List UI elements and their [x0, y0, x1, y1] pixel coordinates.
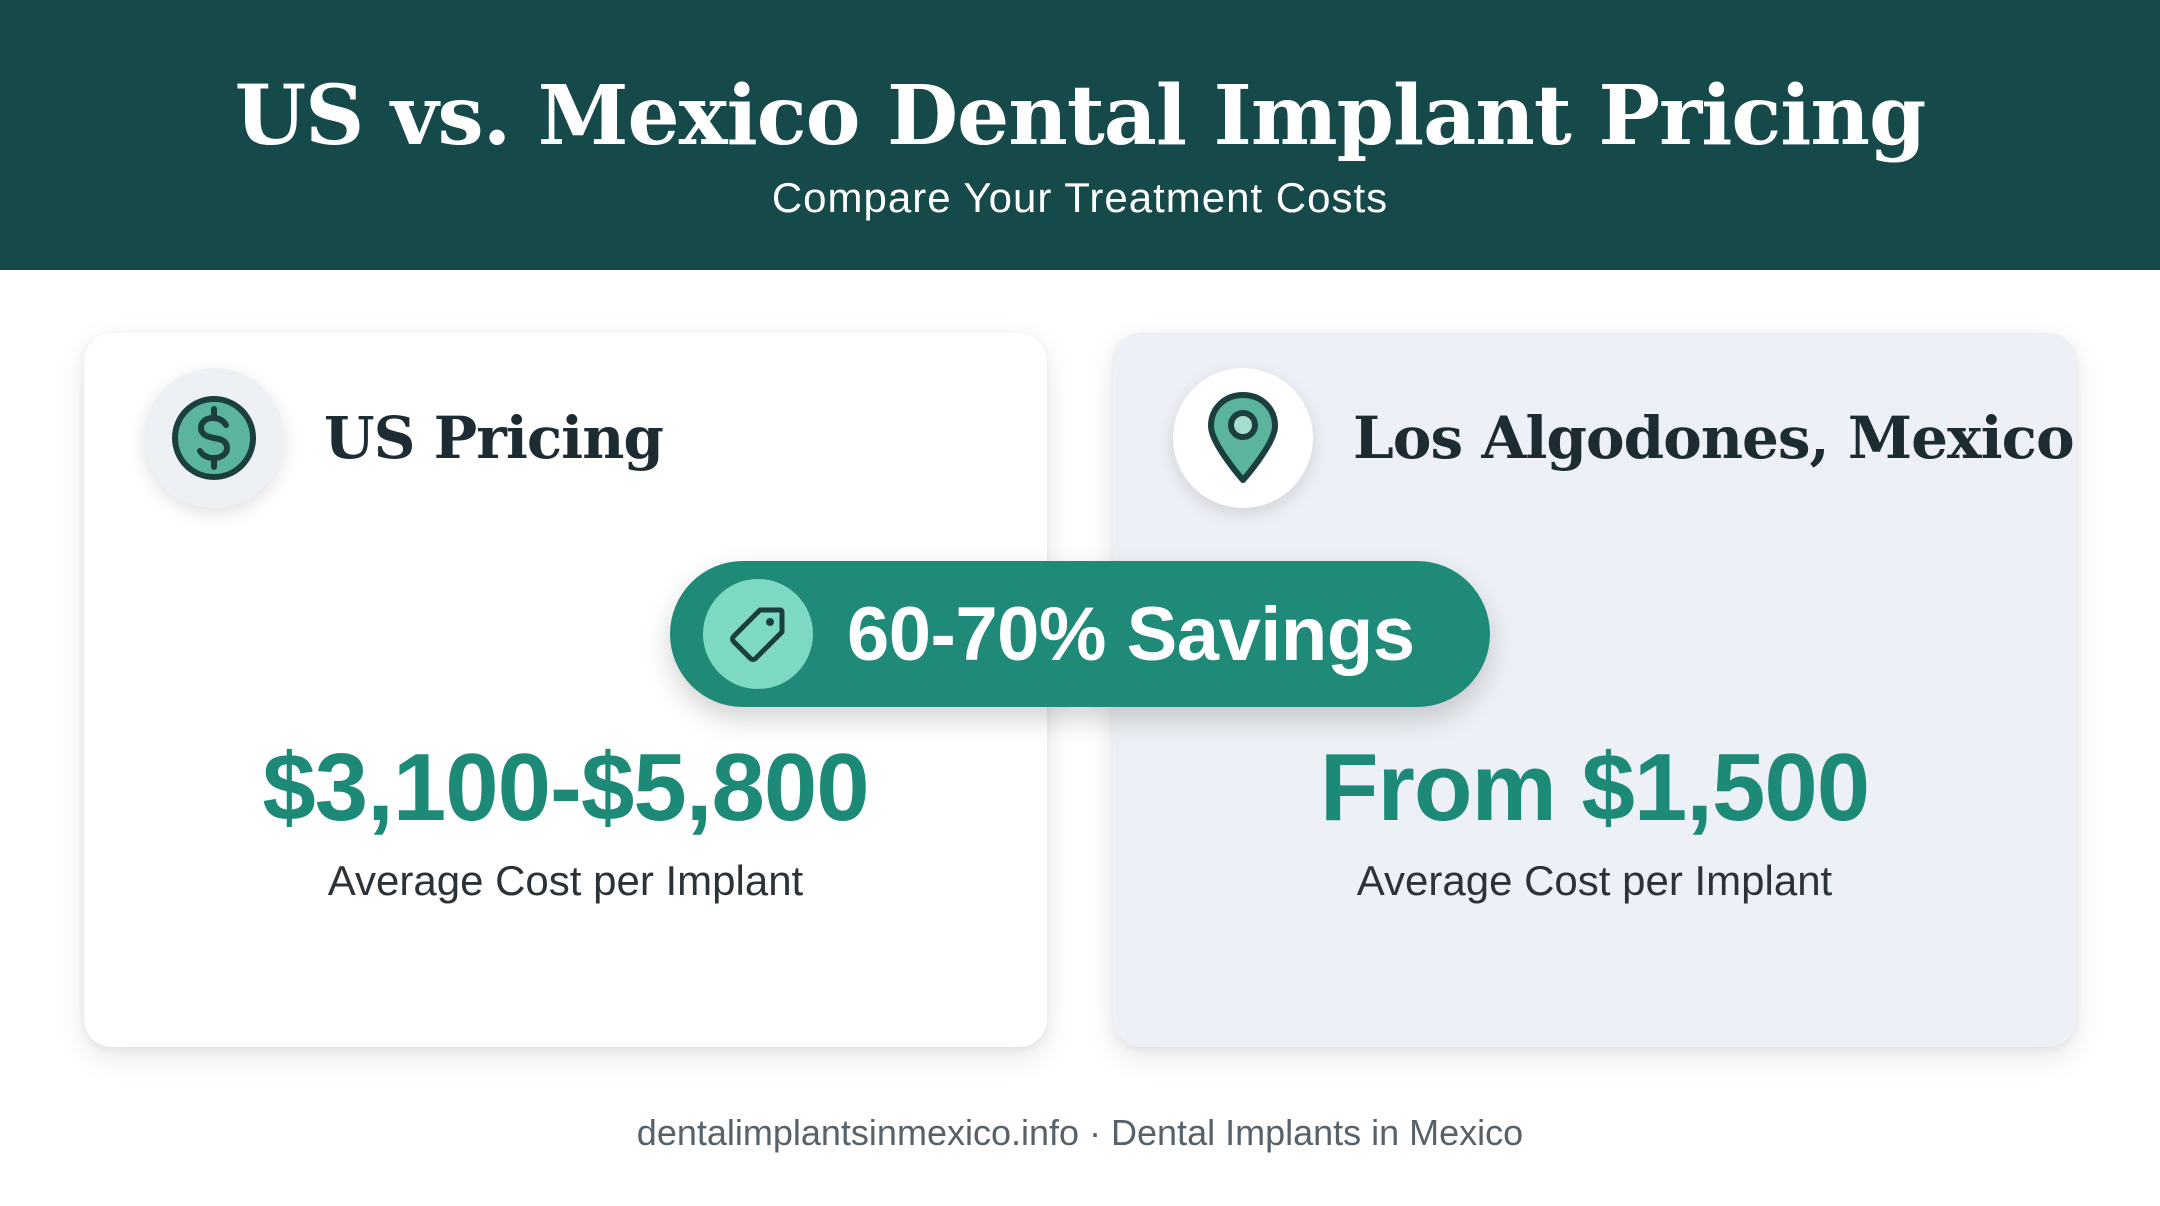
page-subtitle: Compare Your Treatment Costs: [771, 174, 1389, 221]
us-card-header: US Pricing: [144, 368, 664, 508]
us-price-label: Average Cost per Implant: [327, 857, 804, 904]
us-card-title: US Pricing: [324, 404, 664, 472]
tag-icon-badge: [703, 579, 813, 689]
savings-label: 60-70% Savings: [847, 591, 1415, 677]
header-banner: US vs. Mexico Dental Implant Pricing Com…: [0, 0, 2160, 270]
mexico-card-title: Los Algodones, Mexico: [1353, 404, 2075, 472]
mexico-price-label: Average Cost per Implant: [1356, 857, 1833, 904]
page-title: US vs. Mexico Dental Implant Pricing: [234, 68, 1927, 164]
savings-badge: 60-70% Savings: [670, 561, 1490, 707]
dollar-icon: [172, 396, 256, 480]
us-price: $3,100-$5,800: [262, 734, 869, 841]
location-pin-icon: [1208, 392, 1278, 483]
footer-credit: dentalimplantsinmexico.info · Dental Imp…: [636, 1112, 1524, 1153]
us-icon-badge: [144, 368, 284, 508]
mexico-price: From $1,500: [1319, 734, 1870, 841]
mexico-icon-badge: [1173, 368, 1313, 508]
mexico-card-header: Los Algodones, Mexico: [1173, 368, 2075, 508]
price-tag-icon: [730, 607, 785, 662]
